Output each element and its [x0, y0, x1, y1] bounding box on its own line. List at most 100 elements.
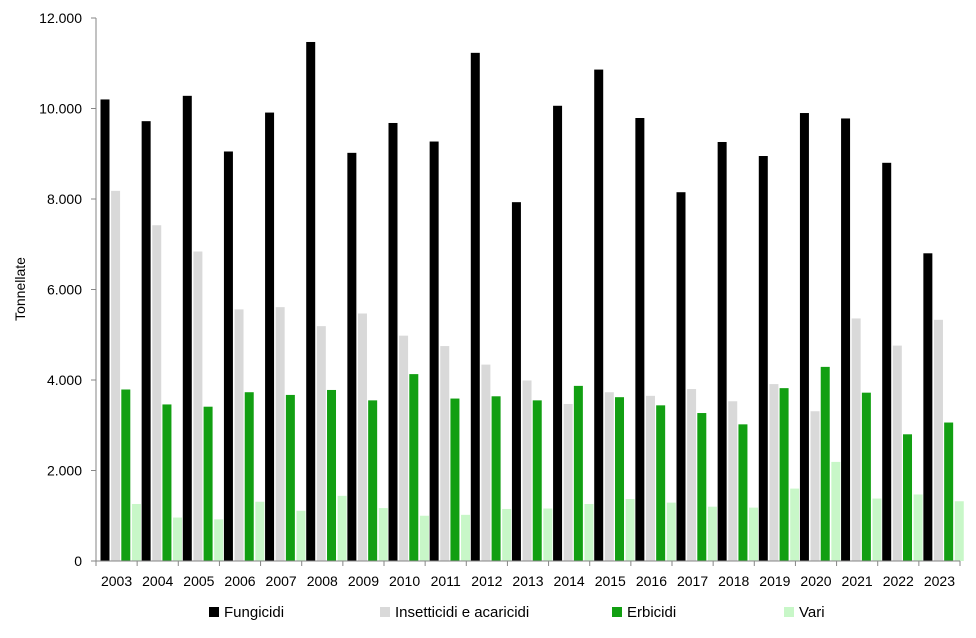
bar-vari-2006: [255, 501, 265, 561]
bar-fungicidi-2020: [799, 113, 809, 561]
bar-fungicidi-2009: [347, 152, 357, 561]
bar-insetticidi-e-acaricidi-2006: [234, 309, 244, 561]
x-tick-label: 2006: [224, 573, 255, 589]
x-tick-label: 2021: [842, 573, 873, 589]
bar-vari-2023: [954, 501, 964, 561]
axes: [95, 18, 960, 562]
x-tick-label: 2022: [883, 573, 914, 589]
bar-erbicidi-2005: [203, 406, 213, 561]
legend-entry: Fungicidi: [224, 604, 284, 621]
y-axis-title: Tonnellate: [12, 257, 28, 321]
bar-insetticidi-e-acaricidi-2017: [687, 389, 697, 561]
bar-erbicidi-2021: [861, 392, 871, 561]
bar-fungicidi-2023: [923, 253, 933, 562]
bar-fungicidi-2022: [882, 162, 892, 562]
bar-erbicidi-2020: [820, 366, 830, 561]
legend-swatch: [209, 607, 219, 617]
bar-erbicidi-2012: [491, 396, 501, 561]
bar-insetticidi-e-acaricidi-2015: [604, 392, 614, 561]
bar-erbicidi-2022: [903, 434, 913, 561]
bar-insetticidi-e-acaricidi-2003: [111, 190, 121, 562]
x-tick-label: 2016: [636, 573, 667, 589]
bar-insetticidi-e-acaricidi-2023: [933, 319, 943, 561]
bar-insetticidi-e-acaricidi-2020: [810, 411, 820, 561]
legend-swatch: [784, 607, 794, 617]
x-tick-label: 2020: [800, 573, 831, 589]
bar-fungicidi-2016: [635, 118, 645, 561]
bar-fungicidi-2012: [470, 52, 480, 562]
x-tick-label: 2013: [512, 573, 543, 589]
bar-vari-2016: [666, 502, 676, 561]
y-tick-label: 2.000: [47, 463, 82, 479]
bar-erbicidi-2009: [368, 400, 378, 561]
x-tick-label: 2017: [677, 573, 708, 589]
bar-insetticidi-e-acaricidi-2018: [728, 401, 738, 561]
bar-fungicidi-2019: [758, 156, 768, 561]
bar-insetticidi-e-acaricidi-2010: [399, 335, 409, 561]
bar-erbicidi-2004: [162, 404, 172, 561]
x-tick-label: 2010: [389, 573, 420, 589]
bar-insetticidi-e-acaricidi-2021: [851, 318, 861, 561]
bar-erbicidi-2017: [697, 413, 707, 561]
bar-insetticidi-e-acaricidi-2012: [481, 364, 491, 561]
bar-vari-2011: [461, 514, 471, 561]
bar-vari-2007: [296, 510, 306, 561]
y-tick-label: 10.000: [39, 101, 82, 117]
bar-vari-2018: [749, 507, 759, 561]
bar-erbicidi-2014: [573, 385, 583, 561]
bar-vari-2004: [173, 517, 183, 561]
x-tick-label: 2003: [101, 573, 132, 589]
bar-vari-2003: [131, 503, 141, 561]
bar-erbicidi-2015: [615, 397, 625, 561]
bar-insetticidi-e-acaricidi-2019: [769, 384, 779, 561]
x-tick-label: 2014: [554, 573, 585, 589]
legend-entry: Insetticidi e acaricidi: [395, 604, 529, 621]
y-axis-label: Tonnellate: [12, 257, 28, 321]
bar-erbicidi-2003: [121, 389, 131, 561]
bar-fungicidi-2006: [223, 151, 233, 562]
bar-erbicidi-2016: [656, 405, 666, 561]
bar-fungicidi-2005: [182, 95, 192, 561]
bar-fungicidi-2014: [553, 105, 563, 561]
bar-erbicidi-2018: [738, 424, 748, 561]
bar-insetticidi-e-acaricidi-2004: [152, 225, 162, 561]
x-tick-label: 2011: [431, 573, 461, 589]
bar-vari-2012: [502, 508, 512, 561]
bar-vari-2014: [584, 503, 594, 561]
bar-insetticidi-e-acaricidi-2009: [357, 313, 367, 561]
y-tick-label: 4.000: [47, 372, 82, 388]
bar-erbicidi-2023: [944, 422, 954, 561]
legend: Fungicidi Insetticidi e acaricidi Erbicidi…: [209, 604, 825, 621]
bar-erbicidi-2006: [244, 392, 254, 561]
bars: [100, 41, 964, 562]
legend-entry: Erbicidi: [627, 604, 676, 621]
bar-vari-2020: [831, 461, 841, 561]
bar-erbicidi-2011: [450, 398, 460, 561]
bar-fungicidi-2017: [676, 192, 686, 561]
bar-fungicidi-2015: [594, 69, 604, 561]
x-tick-label: 2019: [759, 573, 790, 589]
legend-swatch: [380, 607, 390, 617]
x-tick-label: 2005: [183, 573, 214, 589]
bar-insetticidi-e-acaricidi-2005: [193, 251, 203, 562]
bar-insetticidi-e-acaricidi-2016: [645, 395, 655, 561]
y-tick-label: 6.000: [47, 282, 82, 298]
bar-insetticidi-e-acaricidi-2014: [563, 403, 573, 561]
x-tick-label: 2009: [348, 573, 379, 589]
bar-vari-2008: [337, 495, 347, 561]
x-tick-label: 2008: [307, 573, 338, 589]
x-tick-label: 2012: [471, 573, 502, 589]
bar-vari-2017: [707, 506, 717, 561]
bar-fungicidi-2008: [306, 41, 316, 562]
bar-fungicidi-2003: [100, 99, 110, 561]
bar-insetticidi-e-acaricidi-2022: [892, 345, 902, 561]
bar-fungicidi-2010: [388, 122, 398, 561]
bar-erbicidi-2010: [409, 374, 419, 561]
bar-vari-2022: [913, 494, 923, 561]
bar-fungicidi-2011: [429, 141, 439, 561]
bar-fungicidi-2013: [511, 202, 521, 562]
x-tick-label: 2007: [266, 573, 297, 589]
y-axis-ticks: 0 2.000 4.000 6.000 8.000 10.000 12.000: [39, 10, 96, 569]
bar-fungicidi-2004: [141, 121, 151, 562]
